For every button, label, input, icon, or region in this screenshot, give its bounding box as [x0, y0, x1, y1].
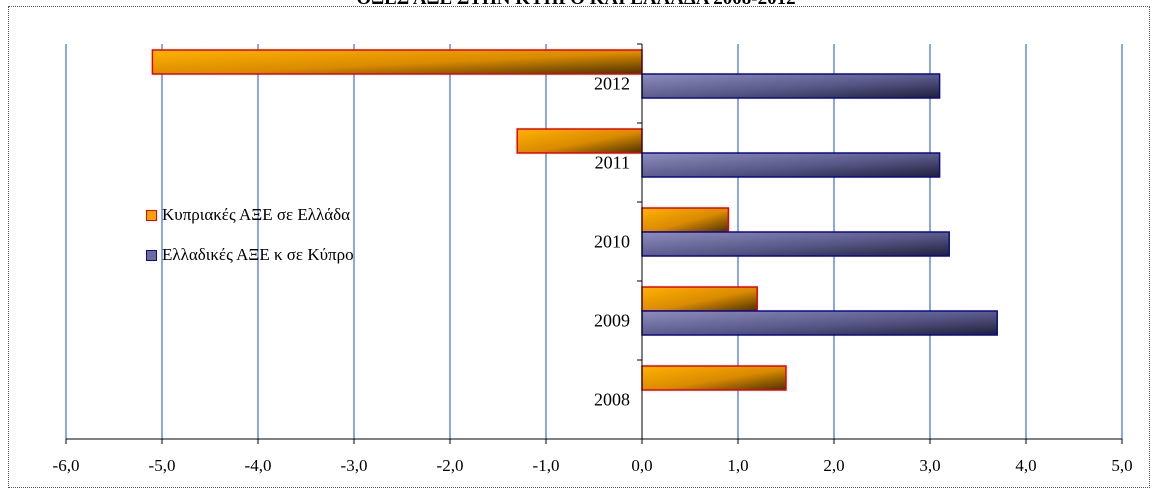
bar-greece-in-cyprus-2011 [641, 152, 941, 178]
x-tick-label: -1,0 [533, 456, 560, 475]
bar-cyprus-in-greece-2009 [641, 286, 758, 312]
bar-greece-in-cyprus-2009 [641, 310, 998, 336]
x-tick-label: 0,0 [631, 456, 652, 475]
category-label-2012: 2012 [594, 74, 630, 94]
x-tick-label: -3,0 [341, 456, 368, 475]
x-tick-label: 5,0 [1111, 456, 1132, 475]
chart-frame [8, 6, 1150, 488]
bar-cyprus-in-greece-2011 [516, 128, 643, 154]
legend-label-series-2: Ελλαδικές ΑΞΕ κ σε Κύπρο [162, 245, 354, 264]
legend: Κυπριακές ΑΞΕ σε Ελλάδα Ελλαδικές ΑΞΕ κ … [146, 195, 354, 275]
x-tick-label: 4,0 [1015, 456, 1036, 475]
x-tick-label: -2,0 [437, 456, 464, 475]
bar-cyprus-in-greece-2012 [151, 49, 643, 75]
legend-swatch-series-1 [146, 209, 157, 221]
bars [151, 49, 998, 391]
x-tick-label: 3,0 [919, 456, 940, 475]
category-label-2009: 2009 [594, 311, 630, 331]
legend-swatch-series-2 [146, 249, 157, 261]
x-tick-label: -5,0 [149, 456, 176, 475]
x-tick-label: -6,0 [53, 456, 80, 475]
x-tick-label: 2,0 [823, 456, 844, 475]
axes [65, 43, 1123, 444]
category-label-2008: 2008 [594, 390, 630, 410]
category-label-2010: 2010 [594, 232, 630, 252]
x-tick-label: -4,0 [245, 456, 272, 475]
legend-item-series-1: Κυπριακές ΑΞΕ σε Ελλάδα [146, 195, 354, 235]
x-tick-label: 1,0 [727, 456, 748, 475]
category-labels: 2008 2009 2010 2011 2012 [594, 74, 630, 410]
chart-title: ΟΞΕΣ ΑΞΕ ΣΤΗΝ ΚΥΠΡΟ ΚΑΙ ΕΛΛΑΔΑ 2008-2012 [0, 0, 1152, 10]
category-label-2011: 2011 [595, 153, 630, 173]
legend-item-series-2: Ελλαδικές ΑΞΕ κ σε Κύπρο [146, 235, 354, 275]
bar-greece-in-cyprus-2012 [641, 73, 941, 99]
bar-cyprus-in-greece-2008 [641, 365, 787, 391]
bar-cyprus-in-greece-2010 [641, 207, 730, 233]
x-tick-labels: -6,0 -5,0 -4,0 -3,0 -2,0 -1,0 0,0 1,0 2,0 3,0 4,0 5… [53, 456, 1133, 475]
bar-greece-in-cyprus-2010 [641, 231, 950, 257]
legend-label-series-1: Κυπριακές ΑΞΕ σε Ελλάδα [162, 205, 351, 224]
